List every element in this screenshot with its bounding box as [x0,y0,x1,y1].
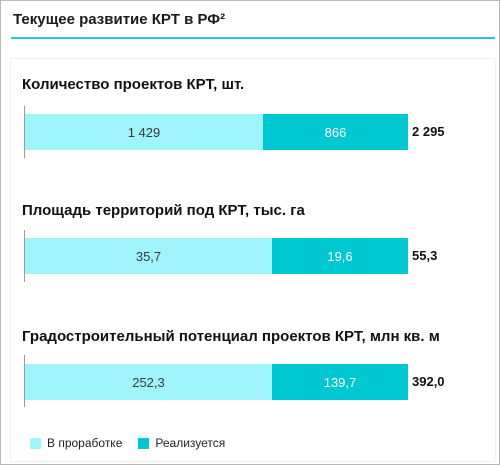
panel-2-axis [24,230,25,282]
panel-1-axis [24,106,25,158]
page-title: Текущее развитие КРТ в РФ² [13,11,226,28]
panel-3-axis [24,355,25,407]
panel-1-bar-in-progress: 1 429 [25,114,263,150]
panel-2-total: 55,3 [412,248,438,263]
panel-1-value-in-progress: 1 429 [127,124,161,140]
panel-3-bar-implementing: 139,7 [272,364,408,400]
panel-3-value-implementing: 139,7 [323,374,357,390]
header: Текущее развитие КРТ в РФ² [11,7,495,39]
panel-1-bar-implementing: 866 [263,114,408,150]
panel-3-title: Градостроительный потенциал проектов КРТ… [22,328,440,345]
panel-2-bar-in-progress: 35,7 [25,238,272,274]
panel-2-title: Площадь территорий под КРТ, тыс. га [22,202,305,219]
panel-3-value-in-progress: 252,3 [132,374,165,390]
panel-1-total: 2 295 [412,124,445,139]
panel-2-bar-implementing: 19,6 [272,238,408,274]
panel-2-value-implementing: 19,6 [327,248,353,264]
legend-label-in-progress: В проработке [47,436,123,450]
panel-1-title: Количество проектов КРТ, шт. [22,76,245,93]
panel-3-total: 392,0 [412,374,445,389]
legend-item-implementing: Реализуется [138,436,225,450]
panel-3-bar-in-progress: 252,3 [25,364,272,400]
legend-label-implementing: Реализуется [155,436,226,450]
panel-1-value-implementing: 866 [324,124,347,140]
legend-item-in-progress: В проработке [30,436,122,450]
legend-swatch-in-progress [30,437,41,449]
legend: В проработке Реализуется [30,435,241,451]
legend-swatch-implementing [138,437,150,449]
panel-2-value-in-progress: 35,7 [135,248,162,264]
